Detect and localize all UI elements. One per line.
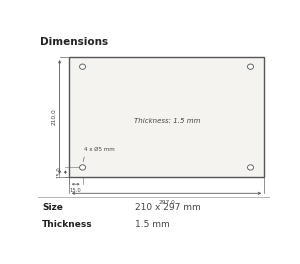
Circle shape — [80, 165, 85, 170]
Text: Thickness: Thickness — [42, 220, 93, 229]
Text: 15.0: 15.0 — [56, 166, 61, 178]
Text: Dimensions: Dimensions — [40, 37, 108, 47]
Text: 210 x 297 mm: 210 x 297 mm — [135, 204, 201, 213]
Text: 1.5 mm: 1.5 mm — [135, 220, 170, 229]
Circle shape — [248, 165, 254, 170]
Text: 210.0: 210.0 — [51, 109, 56, 125]
Circle shape — [80, 64, 85, 69]
Text: 297.0: 297.0 — [158, 200, 175, 205]
Text: 4 x Ø5 mm: 4 x Ø5 mm — [84, 147, 115, 152]
Text: Size: Size — [42, 204, 63, 213]
Circle shape — [248, 64, 254, 69]
Text: Thickness: 1.5 mm: Thickness: 1.5 mm — [134, 118, 201, 124]
Text: 15.0: 15.0 — [70, 188, 82, 193]
Bar — [69, 57, 264, 177]
